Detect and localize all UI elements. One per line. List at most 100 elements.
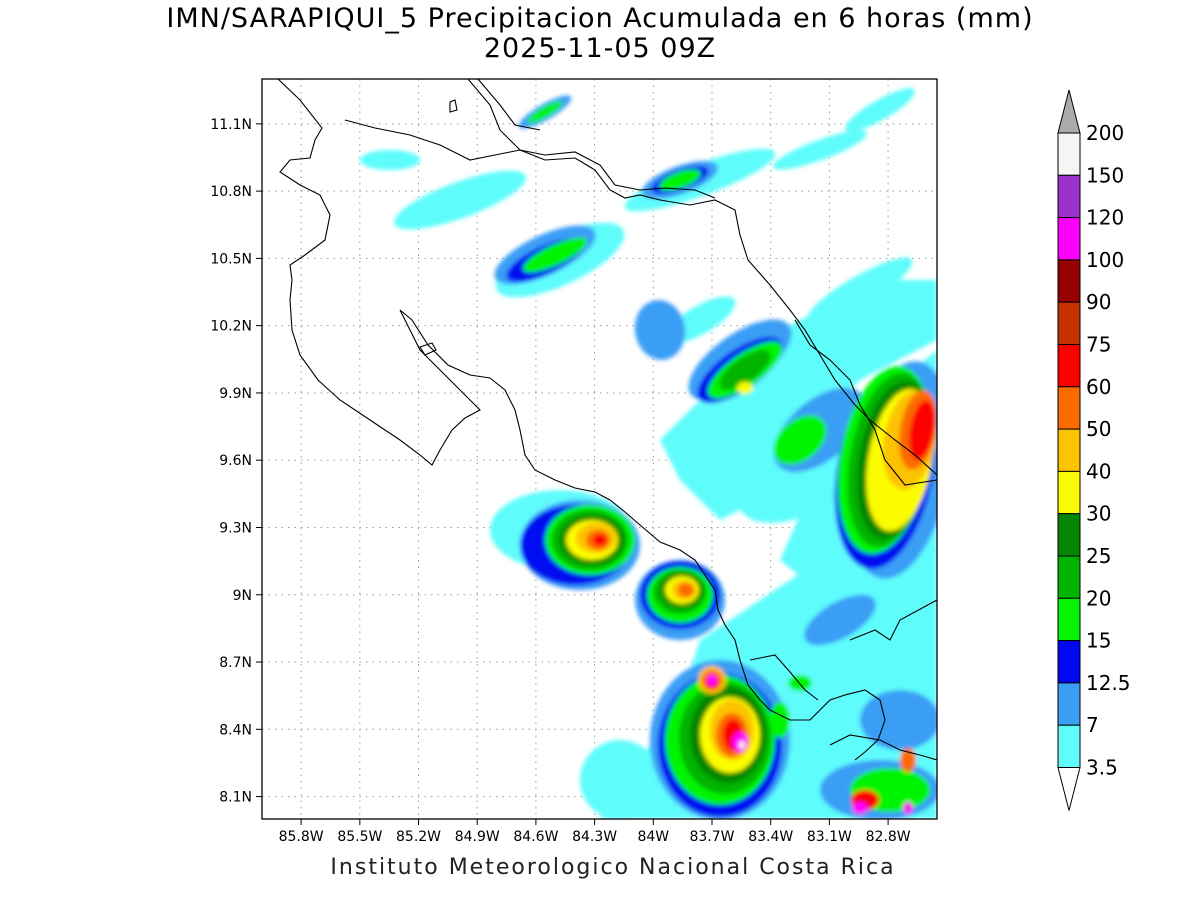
precip-cell — [860, 690, 937, 750]
colorbar-legend: 200 150 120 100 90 75 60 50 40 30 25 20 15 12.5 7 3.5 — [1057, 89, 1131, 811]
map-title: IMN/SARAPIQUI_5 Precipitacion Acumulada … — [166, 3, 1034, 34]
precip-cell — [909, 400, 935, 460]
precip-cell — [770, 702, 790, 738]
lon-tick-label: 84.6W — [513, 829, 558, 845]
colorbar-label: 150 — [1086, 163, 1124, 187]
colorbar-swatch — [1057, 555, 1081, 599]
lat-tick-label: 9.6N — [219, 453, 252, 469]
precip-cell — [739, 741, 745, 749]
precip-cell — [678, 583, 694, 597]
precip-cell — [737, 382, 753, 394]
precip-cell — [719, 350, 771, 390]
lon-tick-label: 85.8W — [279, 829, 324, 845]
lon-tick-label: 82.8W — [866, 829, 911, 845]
coastline-segment — [829, 734, 937, 761]
precip-cell — [527, 101, 563, 123]
colorbar-label: 3.5 — [1086, 756, 1118, 780]
precip-cell — [788, 675, 812, 691]
colorbar-label: 25 — [1086, 544, 1111, 568]
precip-shading — [360, 88, 937, 819]
colorbar-swatch — [1057, 428, 1081, 472]
precip-cell — [804, 594, 876, 646]
colorbar-label: 15 — [1086, 629, 1111, 653]
colorbar-below-arrow — [1057, 767, 1081, 811]
colorbar-swatch — [1057, 344, 1081, 388]
colorbar-swatch — [1057, 640, 1081, 684]
lon-tick-label: 84W — [637, 829, 669, 845]
precip-cell — [522, 237, 588, 273]
colorbar-label: 30 — [1086, 502, 1111, 526]
colorbar-swatch — [1057, 301, 1081, 346]
coastline-segment — [749, 654, 819, 701]
lat-tick-label: 9.3N — [219, 520, 252, 536]
lat-tick-label: 10.8N — [210, 184, 252, 200]
colorbar-label: 60 — [1086, 375, 1111, 399]
precip-cell — [593, 534, 607, 546]
lon-tick-label: 84.3W — [572, 829, 617, 845]
lat-tick-label: 11.1N — [210, 117, 252, 133]
coastline-segment — [419, 342, 437, 356]
lon-tick-label: 83.7W — [689, 829, 734, 845]
plot-frame — [261, 78, 938, 820]
precip-cell — [659, 169, 701, 191]
coastline-segment — [849, 599, 937, 641]
colorbar-label: 12.5 — [1086, 671, 1131, 695]
lat-tick-label: 8.7N — [219, 655, 252, 671]
coastline-segment — [344, 119, 716, 199]
precip-cell — [732, 732, 748, 752]
lon-tick-label: 85.2W — [396, 829, 441, 845]
precip-cell — [773, 415, 827, 465]
lat-tick-label: 9N — [233, 588, 252, 604]
colorbar-swatch — [1057, 724, 1081, 769]
colorbar-label: 200 — [1086, 121, 1124, 145]
precip-cell — [903, 802, 913, 814]
precip-cell — [807, 257, 913, 323]
precip-cell — [360, 150, 420, 170]
colorbar-swatch — [1057, 513, 1081, 557]
lat-tick-label: 8.1N — [219, 790, 252, 806]
precip-cell — [707, 674, 717, 686]
colorbar-swatch — [1057, 386, 1081, 430]
precipitation-field — [360, 88, 937, 819]
lon-tick-label: 85.5W — [337, 829, 382, 845]
precip-cell — [393, 170, 527, 230]
colorbar-swatch — [1057, 217, 1081, 261]
coastline-segment — [477, 79, 541, 131]
colorbar-label: 20 — [1086, 586, 1111, 610]
colorbar-label: 50 — [1086, 417, 1111, 441]
coastline-segment — [449, 99, 458, 113]
colorbar-label: 7 — [1086, 713, 1099, 737]
coastline-segment — [277, 79, 886, 761]
institution-credit: Instituto Meteorologico Nacional Costa R… — [330, 855, 896, 880]
colorbar-label: 40 — [1086, 459, 1111, 483]
axis-ticks: 85.8W 85.5W 85.2W 84.9W 84.6W 84.3W 84W 83.7W 83… — [210, 117, 910, 845]
colorbar-swatch — [1057, 174, 1081, 219]
colorbar-swatch — [1057, 259, 1081, 303]
colorbar-swatch — [1057, 682, 1081, 726]
precip-cell — [900, 748, 916, 772]
precip-cell — [580, 740, 660, 819]
lon-tick-label: 83.4W — [748, 829, 793, 845]
lon-tick-label: 84.9W — [455, 829, 500, 845]
colorbar-label: 120 — [1086, 206, 1124, 230]
precip-cell — [772, 130, 868, 170]
precip-cell — [852, 802, 868, 814]
colorbar-above-arrow — [1057, 89, 1081, 134]
coastline-segment — [467, 79, 937, 476]
precip-cell — [634, 300, 686, 360]
precip-cell — [845, 88, 915, 132]
coastline-borders — [277, 79, 937, 761]
colorbar-swatch — [1057, 132, 1081, 176]
colorbar-label: 100 — [1086, 248, 1124, 272]
colorbar-label: 90 — [1086, 290, 1111, 314]
lat-tick-label: 8.4N — [219, 722, 252, 738]
map-subtitle-date: 2025-11-05 09Z — [483, 33, 717, 64]
coastline-segment — [794, 319, 937, 486]
lon-tick-label: 83.1W — [807, 829, 852, 845]
lat-tick-label: 9.9N — [219, 386, 252, 402]
colorbar-label: 75 — [1086, 333, 1111, 357]
colorbar-swatch — [1057, 597, 1081, 642]
lat-tick-label: 10.2N — [210, 319, 252, 335]
precip-cell — [720, 385, 820, 475]
